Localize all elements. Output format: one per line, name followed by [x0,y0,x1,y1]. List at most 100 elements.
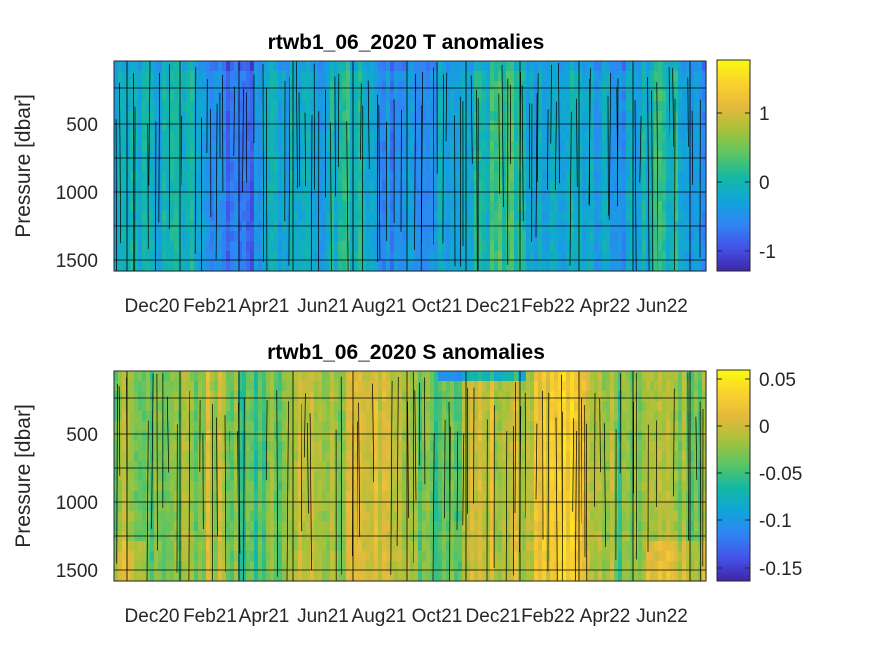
field-cell [322,171,327,182]
field-cell [338,431,343,442]
field-cell [690,71,695,82]
field-cell [202,121,207,132]
field-cell [130,131,135,142]
field-cell [702,101,707,112]
field-cell [414,421,419,432]
field-cell [574,181,579,192]
field-cell [542,201,547,212]
field-cell [198,511,203,522]
field-cell [390,181,395,192]
field-cell [398,121,403,132]
field-cell [378,571,383,582]
field-cell [402,541,407,552]
field-cell [614,131,619,142]
field-cell [402,381,407,392]
field-cell [218,161,223,172]
field-cell [610,171,615,182]
field-cell [586,161,591,172]
field-cell [342,201,347,212]
field-cell [190,141,195,152]
field-cell [634,71,639,82]
field-cell [258,501,263,512]
field-cell [418,161,423,172]
field-cell [614,231,619,242]
field-cell [406,81,411,92]
field-cell [362,101,367,112]
field-cell [342,571,347,582]
field-cell [450,191,455,202]
field-cell [298,541,303,552]
field-cell [430,541,435,552]
field-cell [694,131,699,142]
field-cell [198,561,203,572]
field-cell [186,181,191,192]
field-cell [202,541,207,552]
field-cell [410,81,415,92]
field-cell [702,261,707,272]
contour-line [691,110,693,185]
field-cell [130,121,135,132]
field-cell [702,61,707,72]
field-cell [122,501,127,512]
field-cell [162,441,167,452]
field-cell [378,231,383,242]
field-cell [222,371,227,382]
field-cell [414,381,419,392]
field-cell [514,251,519,262]
field-cell [594,201,599,212]
field-cell [534,111,539,122]
field-cell [242,111,247,122]
field-cell [274,101,279,112]
field-cell [478,111,483,122]
field-cell [354,561,359,572]
field-cell [414,511,419,522]
field-cell [514,171,519,182]
field-cell [374,251,379,262]
field-cell [190,421,195,432]
field-cell [138,261,143,272]
field-cell [138,481,143,492]
field-cell [410,491,415,502]
field-cell [498,161,503,172]
field-cell [194,431,199,442]
field-cell [398,241,403,252]
field-cell [290,571,295,582]
field-cell [158,461,163,472]
field-cell [478,71,483,82]
field-cell [270,191,275,202]
field-cell [494,121,499,132]
field-cell [254,541,259,552]
field-cell [366,521,371,532]
field-cell [446,71,451,82]
field-cell [578,81,583,92]
field-cell [670,111,675,122]
field-cell [418,481,423,492]
field-cell [302,571,307,582]
field-cell [378,211,383,222]
field-cell [666,71,671,82]
field-cell [166,101,171,112]
field-cell [166,261,171,272]
field-cell [566,71,571,82]
field-cell [170,141,175,152]
field-cell [586,141,591,152]
field-cell [666,171,671,182]
field-cell [514,241,519,252]
field-cell [262,61,267,72]
field-cell [334,201,339,212]
field-cell [610,231,615,242]
field-cell [226,391,231,402]
field-cell [346,381,351,392]
field-cell [514,71,519,82]
field-cell [506,251,511,262]
field-cell [670,201,675,212]
field-cell [326,421,331,432]
field-cell [398,171,403,182]
field-cell [578,231,583,242]
field-cell [434,521,439,532]
field-cell [126,511,131,522]
field-cell [458,61,463,72]
field-cell [294,151,299,162]
field-cell [554,71,559,82]
